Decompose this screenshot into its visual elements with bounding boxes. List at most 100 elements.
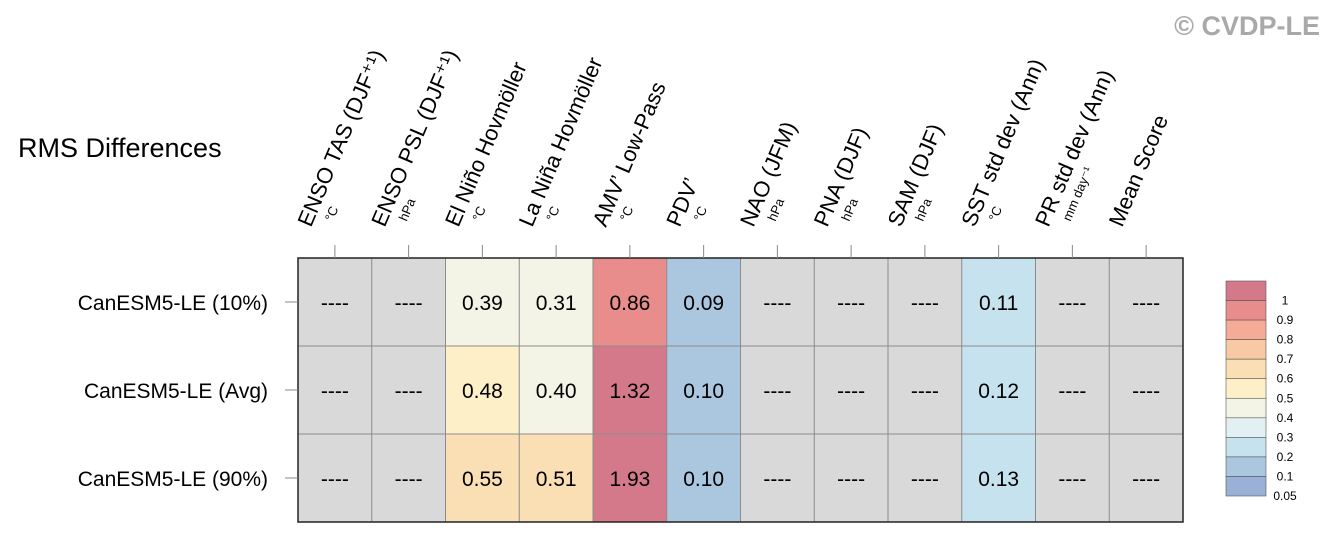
cell-value: ---- [763,468,791,491]
colorbar-label: 0.2 [1277,450,1294,464]
table-cells: ---- ---- 0.39 0.31 0.86 0.09 ---- ---- ---- 0.11… [298,258,1183,522]
chart-title: RMS Differences [18,133,222,163]
cell-value: 0.12 [978,380,1019,403]
table-cell [298,258,372,346]
table-cell [1109,434,1183,522]
column-unit: °C [617,204,637,223]
table-cell [593,434,667,522]
table-cell [740,258,815,346]
table-cell [961,258,1036,346]
colorbar-label: 0.9 [1277,313,1294,327]
table-cell [666,346,741,434]
row-label: CanESM5-LE (Avg) [84,380,268,403]
colorbar-swatch [1225,476,1267,497]
colorbar-swatch [1225,378,1267,399]
table-cell [371,434,446,522]
row-label: CanESM5-LE (90%) [78,468,268,491]
table-cell [740,434,815,522]
column-unit: °C [543,204,563,223]
cell-value: ---- [911,292,939,315]
row-labels: CanESM5-LE (10%) CanESM5-LE (Avg) CanESM5-… [78,292,298,491]
table-cell [961,346,1036,434]
colorbar-label: 0.8 [1277,333,1294,347]
cell-value: ---- [1132,468,1160,491]
watermark: © CVDP-LE [1174,11,1320,41]
colorbar-swatch [1225,397,1267,419]
table-cell [445,434,520,522]
column-label: SST std dev (Ann) [956,55,1049,230]
colorbar-label: 0.3 [1277,430,1294,444]
colorbar-swatch [1225,456,1267,477]
table-cell [740,346,815,434]
table-cell [593,346,667,434]
colorbar-label: 0.6 [1277,372,1294,386]
cell-value: ---- [395,468,423,491]
cell-value: ---- [763,292,791,315]
colorbar-swatch [1225,319,1267,340]
cell-value: ---- [837,292,865,315]
cell-value: ---- [321,468,349,491]
cell-value: ---- [763,380,791,403]
cell-value: 0.09 [683,292,724,315]
cell-value: ---- [911,380,939,403]
table-cell [814,434,888,522]
cell-value: 0.55 [462,468,503,491]
cell-value: 0.48 [462,380,503,403]
column-unit: °C [691,204,711,223]
colorbar-swatch [1225,280,1267,301]
table-cell [888,258,962,346]
table-cell [814,258,888,346]
colorbar-label: 0.05 [1273,489,1297,503]
table-cell [961,434,1036,522]
table-gridlines [297,257,1184,523]
cell-value: ---- [911,468,939,491]
column-label: El Niño Hovmöller [440,58,532,230]
colorbar: 1 0.9 0.8 0.7 0.6 0.5 0.4 0.3 0.2 0.1 0.05 [1225,280,1297,503]
table-cell [519,434,593,522]
cell-value: 1.93 [609,468,650,491]
colorbar-label: 0.5 [1277,391,1294,405]
cell-value: ---- [837,380,865,403]
table-cell [445,258,520,346]
column-label: PDV’ [661,174,704,230]
colorbar-label: 0.4 [1277,411,1294,425]
table-cell [298,434,372,522]
cell-value: ---- [837,468,865,491]
cell-value: 0.40 [536,380,577,403]
cell-value: 0.13 [978,468,1019,491]
colorbar-swatch [1225,339,1267,360]
table-cell [1035,346,1110,434]
cell-value: 0.39 [462,292,503,315]
table-cell [593,258,667,346]
table-cell [1109,258,1183,346]
colorbar-swatch [1225,417,1267,438]
table-cell [666,434,741,522]
cell-value: ---- [1058,468,1086,491]
cell-value: ---- [395,380,423,403]
row-label: CanESM5-LE (10%) [78,292,268,315]
column-unit: °C [986,204,1006,223]
cell-value: ---- [1058,380,1086,403]
colorbar-swatch [1225,437,1267,458]
column-label: Mean Score [1104,111,1173,230]
cell-value: 1.32 [609,380,650,403]
cell-value: 0.11 [979,292,1018,315]
table-cell [1035,258,1110,346]
cell-value: ---- [1132,292,1160,315]
table-cell [371,258,446,346]
table-cell [666,258,741,346]
cell-value: 0.51 [536,468,577,491]
cell-value: ---- [1058,292,1086,315]
column-labels: ENSO TAS (DJF⁺¹)°C ENSO PSL (DJF⁺¹)hPa El … [292,46,1173,258]
cell-value: 0.10 [683,468,724,491]
colorbar-label: 0.7 [1277,352,1294,366]
colorbar-label: 0.1 [1277,469,1294,483]
table-cell [1109,346,1183,434]
column-unit: °C [322,204,342,223]
column-unit: °C [469,204,489,223]
cell-value: ---- [321,380,349,403]
cell-value: ---- [1132,380,1160,403]
table-cell [445,346,520,434]
table-cell [888,346,962,434]
